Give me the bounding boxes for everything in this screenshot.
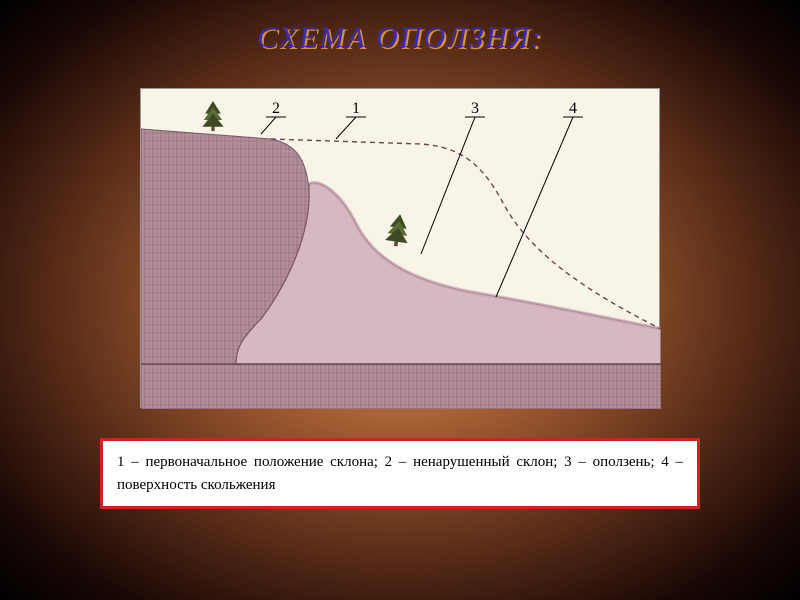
label-num-3: 3 [471,100,479,117]
label-num-4: 4 [569,100,577,117]
page-title: СХЕМА ОПОЛЗНЯ: СХЕМА ОПОЛЗНЯ: [200,18,600,60]
tree-2 [384,213,411,248]
label-num-1: 1 [352,100,360,117]
label-leader-1 [336,117,356,139]
label-num-2: 2 [272,100,280,117]
tree-1 [202,101,223,131]
label-leader-4 [496,117,573,297]
svg-text:СХЕМА ОПОЛЗНЯ:: СХЕМА ОПОЛЗНЯ: [257,21,543,54]
title-svg: СХЕМА ОПОЛЗНЯ: СХЕМА ОПОЛЗНЯ: [200,18,600,60]
diagram-svg: 1 2 3 4 [141,89,661,409]
label-leader-2 [261,117,276,134]
legend-text: 1 – первоначальное положение склона; 2 –… [117,454,683,493]
landslide-diagram: 1 2 3 4 [140,88,660,408]
label-leader-3 [421,117,475,254]
legend-box: 1 – первоначальное положение склона; 2 –… [100,438,700,509]
